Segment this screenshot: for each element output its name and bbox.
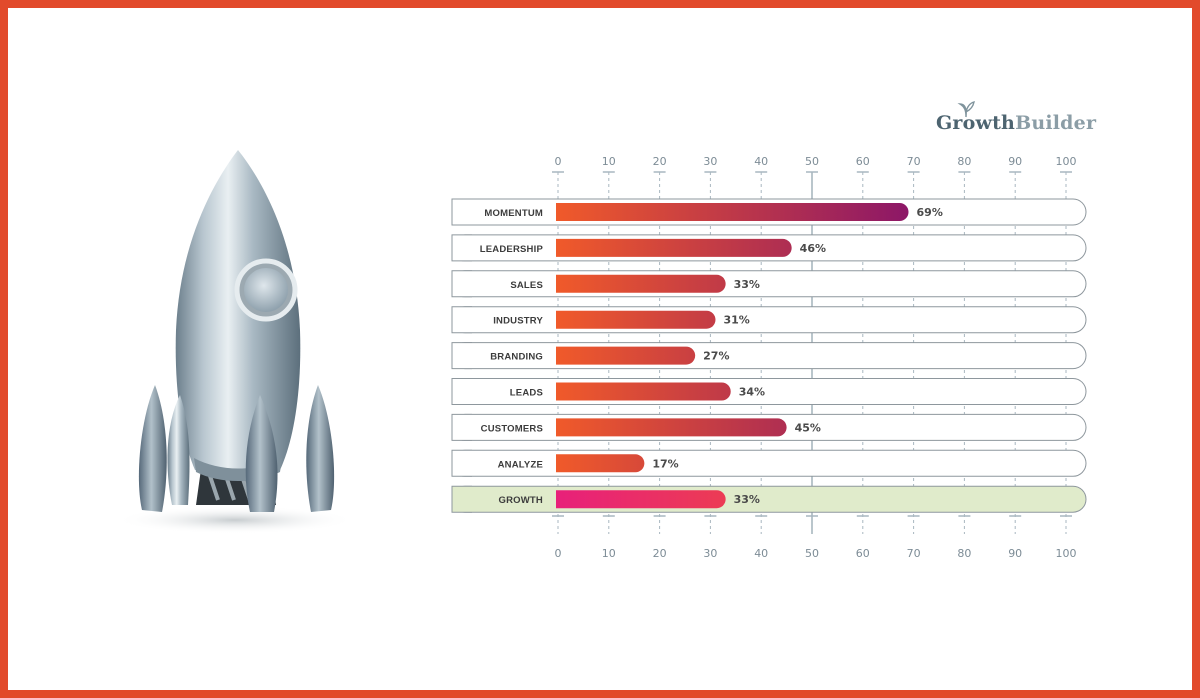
value-label-growth: 33% <box>734 493 760 506</box>
category-label-industry: INDUSTRY <box>493 316 543 327</box>
top-tick-label-50: 50 <box>805 155 819 168</box>
row-left-cap-branding <box>452 342 472 369</box>
rocket-shadow <box>115 506 355 534</box>
row-left-border-leadership <box>451 234 472 262</box>
bar-growth <box>556 490 726 509</box>
row-left-cap-momentum <box>452 199 472 225</box>
bottom-tick-label-60: 60 <box>856 547 870 560</box>
bottom-tick-label-90: 90 <box>1008 547 1022 560</box>
category-label-sales: SALES <box>510 280 543 291</box>
row-left-border-industry <box>451 306 472 334</box>
top-tick-label-70: 70 <box>907 155 921 168</box>
category-label-momentum: MOMENTUM <box>484 208 543 219</box>
bottom-tick-label-50: 50 <box>805 547 819 560</box>
bar-momentum <box>556 203 909 221</box>
row-left-cap-growth <box>452 486 472 513</box>
bottom-tick-label-10: 10 <box>602 547 616 560</box>
row-industry <box>451 306 1087 334</box>
bar-analyze <box>556 454 645 473</box>
bottom-tick-label-0: 0 <box>555 547 562 560</box>
top-tick-label-60: 60 <box>856 155 870 168</box>
top-tick-label-20: 20 <box>653 155 667 168</box>
bottom-tick-label-80: 80 <box>957 547 971 560</box>
row-left-border-momentum <box>451 198 472 226</box>
value-label-industry: 31% <box>723 314 749 327</box>
category-label-leads: LEADS <box>510 388 543 399</box>
top-tick-label-80: 80 <box>957 155 971 168</box>
top-tick-label-30: 30 <box>703 155 717 168</box>
bar-sales <box>556 274 726 293</box>
bar-branding <box>556 346 696 365</box>
category-label-leadership: LEADERSHIP <box>480 244 544 255</box>
value-label-momentum: 69% <box>917 206 943 219</box>
bar-leadership <box>556 238 792 257</box>
row-left-cap-leadership <box>452 234 472 261</box>
row-left-cap-analyze <box>452 450 472 477</box>
bar-industry <box>556 310 716 329</box>
category-label-branding: BRANDING <box>490 352 543 363</box>
rocket-fin-left <box>138 385 167 512</box>
top-tick-label-0: 0 <box>555 155 562 168</box>
row-left-cap-industry <box>452 306 472 333</box>
value-label-leadership: 46% <box>800 242 826 255</box>
bar-customers <box>556 418 787 437</box>
category-label-customers: CUSTOMERS <box>481 423 543 434</box>
value-label-sales: 33% <box>734 278 760 291</box>
value-label-branding: 27% <box>703 350 729 363</box>
leaf-icon <box>957 101 975 118</box>
row-analyze <box>451 449 1087 477</box>
top-tick-label-10: 10 <box>602 155 616 168</box>
bottom-tick-label-30: 30 <box>703 547 717 560</box>
row-left-border-branding <box>451 342 472 370</box>
bar-leads <box>556 382 731 401</box>
row-leads <box>451 378 1087 405</box>
bottom-tick-label-20: 20 <box>653 547 667 560</box>
row-branding <box>451 342 1087 370</box>
category-label-growth: GROWTH <box>499 495 543 506</box>
row-left-cap-sales <box>452 270 472 297</box>
row-left-border-sales <box>451 270 472 298</box>
brand-name-part2: Builder <box>1015 112 1097 134</box>
value-label-analyze: 17% <box>652 457 678 470</box>
value-label-customers: 45% <box>795 421 821 434</box>
rocket-fin-right <box>306 385 335 512</box>
bottom-tick-label-40: 40 <box>754 547 768 560</box>
row-left-border-leads <box>451 378 472 405</box>
row-left-cap-customers <box>452 414 472 441</box>
row-left-border-analyze <box>451 449 472 477</box>
row-left-cap-leads <box>452 378 472 405</box>
row-growth <box>451 485 1087 513</box>
brand-name: GrowthBuilder <box>936 112 1096 134</box>
row-sales <box>451 270 1087 298</box>
bottom-tick-label-100: 100 <box>1056 547 1077 560</box>
top-tick-label-90: 90 <box>1008 155 1022 168</box>
brand-logo: GrowthBuilder <box>936 100 1096 140</box>
category-label-analyze: ANALYZE <box>498 459 543 470</box>
brand-name-part1: Growth <box>936 112 1016 134</box>
rocket-body <box>175 150 301 470</box>
rocket-fin-front <box>245 395 278 512</box>
top-tick-label-40: 40 <box>754 155 768 168</box>
top-tick-label-100: 100 <box>1056 155 1077 168</box>
row-left-border-growth <box>451 485 472 513</box>
bottom-tick-label-70: 70 <box>907 547 921 560</box>
row-left-border-customers <box>451 413 472 441</box>
rocket-icon <box>115 150 355 534</box>
value-label-leads: 34% <box>739 386 765 399</box>
